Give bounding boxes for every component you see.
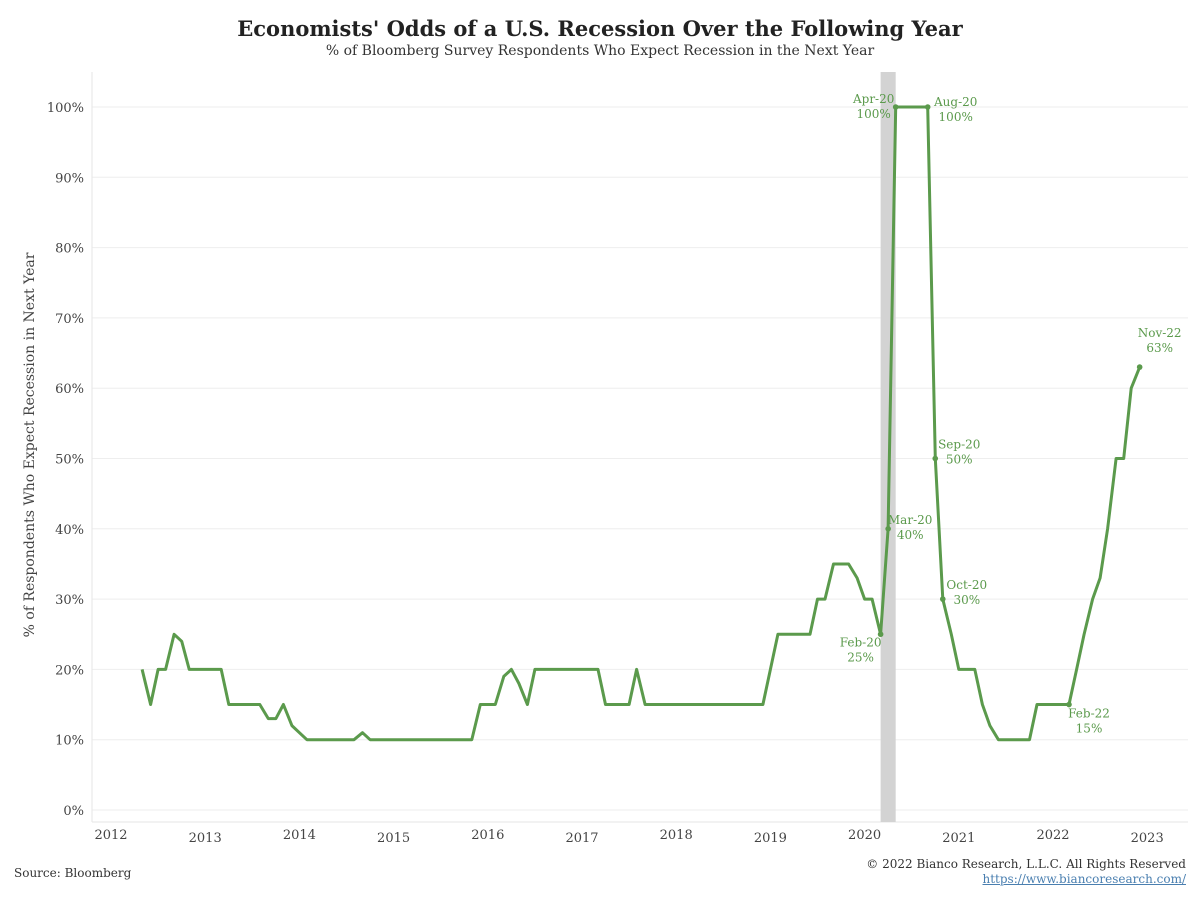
y-tick-label: 40% bbox=[55, 523, 84, 538]
x-tick-label: 2017 bbox=[565, 831, 598, 846]
source-note: Source: Bloomberg bbox=[14, 866, 132, 880]
annotation-value: 100% bbox=[857, 107, 891, 121]
annotation-date: Apr-20 bbox=[852, 92, 894, 106]
y-tick-label: 80% bbox=[55, 242, 84, 257]
annotation-date: Mar-20 bbox=[888, 513, 933, 527]
y-axis-title: % of Respondents Who Expect Recession in… bbox=[22, 252, 38, 637]
annotation-date: Feb-22 bbox=[1068, 707, 1110, 721]
annotation-date: Feb-20 bbox=[840, 635, 882, 649]
annotation-date: Nov-22 bbox=[1138, 326, 1182, 340]
x-tick-label: 2016 bbox=[471, 828, 504, 843]
annotation-point bbox=[939, 596, 946, 602]
copyright-text: © 2022 Bianco Research, L.L.C. All Right… bbox=[866, 857, 1186, 871]
x-tick-label: 2015 bbox=[377, 831, 410, 846]
annotation-point bbox=[932, 455, 939, 462]
annotation-value: 15% bbox=[1076, 722, 1103, 736]
x-tick-label: 2014 bbox=[283, 828, 316, 843]
y-tick-label: 20% bbox=[55, 663, 84, 678]
x-tick-label: 2018 bbox=[660, 828, 693, 843]
annotation-point bbox=[877, 631, 884, 638]
annotation-value: 40% bbox=[897, 528, 924, 542]
annotation-value: 50% bbox=[946, 453, 973, 467]
x-tick-label: 2013 bbox=[189, 831, 222, 846]
chart-subtitle: % of Bloomberg Survey Respondents Who Ex… bbox=[325, 43, 875, 59]
website-link[interactable]: https://www.biancoresearch.com/ bbox=[982, 872, 1186, 886]
y-tick-label: 50% bbox=[55, 453, 84, 468]
annotation-value: 100% bbox=[939, 110, 973, 124]
annotation-point bbox=[892, 104, 899, 110]
annotation-point bbox=[1136, 364, 1143, 370]
y-tick-label: 10% bbox=[55, 734, 84, 749]
x-tick-label: 2020 bbox=[848, 828, 881, 843]
y-tick-label: 70% bbox=[55, 312, 84, 327]
x-tick-label: 2012 bbox=[94, 828, 127, 843]
annotation-value: 25% bbox=[847, 650, 874, 664]
y-tick-label: 30% bbox=[55, 593, 84, 608]
annotation-date: Aug-20 bbox=[933, 95, 977, 109]
x-tick-label: 2023 bbox=[1131, 831, 1164, 846]
x-tick-label: 2019 bbox=[754, 831, 787, 846]
annotation-date: Sep-20 bbox=[938, 438, 980, 452]
y-tick-label: 0% bbox=[63, 804, 84, 819]
annotation-value: 63% bbox=[1146, 341, 1173, 355]
annotation-date: Oct-20 bbox=[946, 578, 987, 592]
copyright-block: © 2022 Bianco Research, L.L.C. All Right… bbox=[866, 857, 1186, 887]
annotation-point bbox=[924, 104, 931, 110]
chart-title: Economists' Odds of a U.S. Recession Ove… bbox=[237, 16, 963, 41]
x-tick-label: 2021 bbox=[942, 831, 975, 846]
annotation-point bbox=[885, 526, 891, 532]
x-tick-label: 2022 bbox=[1036, 828, 1069, 843]
y-tick-label: 100% bbox=[47, 101, 84, 116]
y-tick-label: 60% bbox=[55, 382, 84, 397]
y-tick-label: 90% bbox=[55, 171, 84, 186]
annotation-value: 30% bbox=[953, 593, 980, 607]
series-line bbox=[140, 105, 1142, 742]
annotation-point bbox=[1066, 701, 1072, 708]
